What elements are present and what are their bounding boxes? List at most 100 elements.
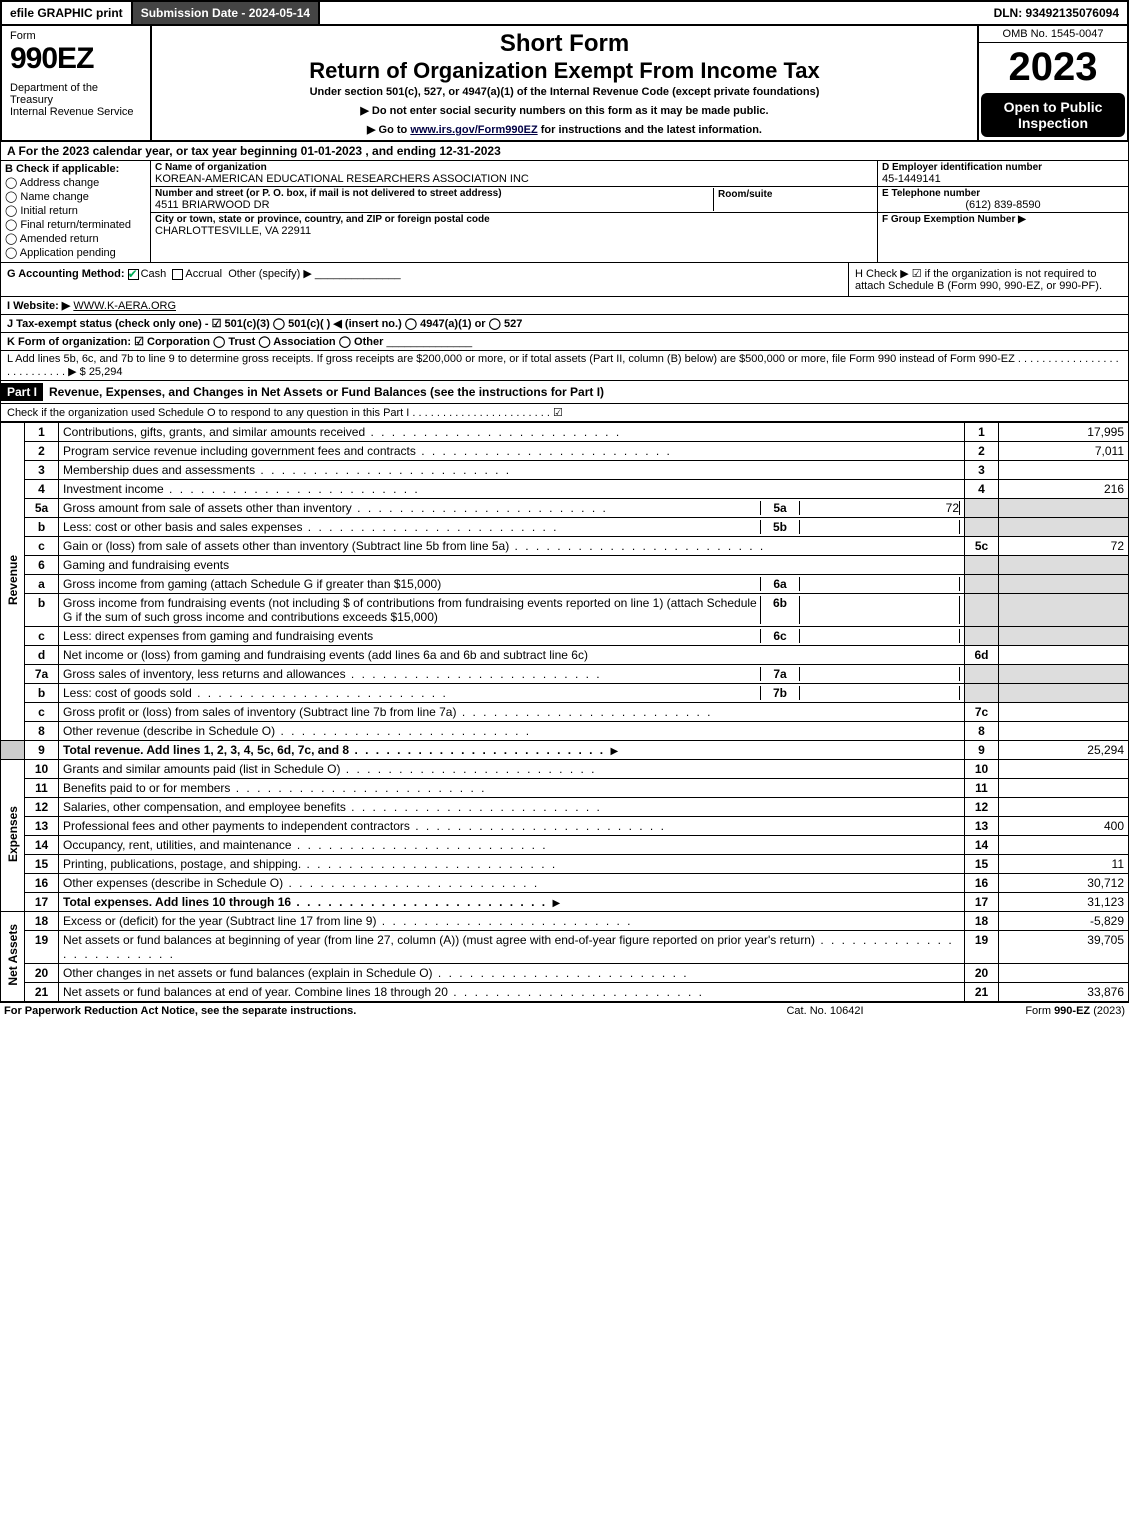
ln-8-r: 8 [965,722,999,741]
ln-6b-r [965,594,999,627]
return-title: Return of Organization Exempt From Incom… [160,58,969,84]
ln-5b-sub: 5b [760,520,800,534]
opt-initial: Initial return [20,205,77,217]
ln-7a-t: Gross sales of inventory, less returns a… [59,665,965,684]
lines-table: Revenue 1 Contributions, gifts, grants, … [0,422,1129,1002]
netassets-rot: Net Assets [6,924,20,986]
ln-21-a: 33,876 [999,983,1129,1002]
opt-pending: Application pending [20,247,116,259]
check-amended[interactable]: ◯ Amended return [5,232,146,245]
row-K: K Form of organization: ☑ Corporation ◯ … [0,333,1129,351]
ln-14-t: Occupancy, rent, utilities, and maintena… [59,836,965,855]
ln-7b-suba [800,686,960,700]
ln-5a-a [999,499,1129,518]
header-sub3: ▶ Go to www.irs.gov/Form990EZ for instru… [160,123,969,136]
form-word: Form [10,30,142,42]
ln-11-r: 11 [965,779,999,798]
ln-6a-t: Gross income from gaming (attach Schedul… [59,575,965,594]
ln-8-n: 8 [25,722,59,741]
ln-6d-a [999,646,1129,665]
ln-5a-t: Gross amount from sale of assets other t… [59,499,965,518]
form-number: 990EZ [10,42,142,76]
ln-15-r: 15 [965,855,999,874]
c-name: C Name of organization KOREAN-AMERICAN E… [151,161,877,187]
side-expenses: Expenses [1,760,25,912]
L-text: L Add lines 5b, 6c, and 7b to line 9 to … [7,353,1119,378]
ln-7a-n: 7a [25,665,59,684]
top-bar: efile GRAPHIC print Submission Date - 20… [0,0,1129,26]
check-cash[interactable] [128,269,139,280]
ln-5b-n: b [25,518,59,537]
side-netassets: Net Assets [1,912,25,1002]
ln-20-t: Other changes in net assets or fund bala… [59,964,965,983]
row-GH: G Accounting Method: Cash Accrual Other … [0,263,1129,297]
ln-3-a [999,461,1129,480]
ln-21-r: 21 [965,983,999,1002]
header-right: OMB No. 1545-0047 2023 Open to Public In… [977,26,1127,140]
ln-3-t: Membership dues and assessments [59,461,965,480]
header-mid: Short Form Return of Organization Exempt… [152,26,977,140]
H-text: H Check ▶ ☑ if the organization is not r… [855,268,1102,292]
ln-9-a: 25,294 [999,741,1129,760]
ln-13-r: 13 [965,817,999,836]
G-label: G Accounting Method: [7,268,128,280]
ln-5c-r: 5c [965,537,999,556]
arrow-icon [608,743,620,757]
ln-5a-r [965,499,999,518]
g-accrual: Accrual [185,268,222,280]
footer-left: For Paperwork Reduction Act Notice, see … [4,1005,725,1017]
ln-7b-r [965,684,999,703]
d-grp-label: F Group Exemption Number ▶ [882,214,1124,225]
dln: DLN: 93492135076094 [986,2,1127,24]
c-street-val: 4511 BRIARWOOD DR [155,199,713,211]
g-other: Other (specify) ▶ [228,268,312,280]
ln-17-t: Total expenses. Add lines 10 through 16 [59,893,965,912]
ln-2-t: Program service revenue including govern… [59,442,965,461]
check-accrual[interactable] [172,269,183,280]
ln-7b-a [999,684,1129,703]
goto-post: for instructions and the latest informat… [538,124,762,136]
K-text: K Form of organization: ☑ Corporation ◯ … [7,336,383,348]
d-grp: F Group Exemption Number ▶ [878,213,1128,226]
check-final-return[interactable]: ◯ Final return/terminated [5,218,146,231]
ln-7a-sub: 7a [760,667,800,681]
ln-5b-suba [800,520,960,534]
check-address-change[interactable]: ◯ Address change [5,176,146,189]
row-I: I Website: ▶ WWW.K-AERA.ORG [0,297,1129,315]
ln-7b-sub: 7b [760,686,800,700]
col-B: B Check if applicable: ◯ Address change … [1,161,151,262]
ln-17-n: 17 [25,893,59,912]
check-name-change[interactable]: ◯ Name change [5,190,146,203]
ln-2-r: 2 [965,442,999,461]
ln-16-t: Other expenses (describe in Schedule O) [59,874,965,893]
ln-11-n: 11 [25,779,59,798]
ln-21-n: 21 [25,983,59,1002]
ln-11-a [999,779,1129,798]
ln-6b-sub: 6b [760,596,800,624]
ln-16-r: 16 [965,874,999,893]
ln-19-n: 19 [25,931,59,964]
ln-2-n: 2 [25,442,59,461]
ln-16-n: 16 [25,874,59,893]
ln-2-a: 7,011 [999,442,1129,461]
open-to-public: Open to Public Inspection [981,93,1125,137]
ln-11-t: Benefits paid to or for members [59,779,965,798]
ln-6c-a [999,627,1129,646]
tax-year: 2023 [979,43,1127,91]
short-form: Short Form [160,30,969,58]
part-I-header: Part I Revenue, Expenses, and Changes in… [0,381,1129,404]
irs-link[interactable]: www.irs.gov/Form990EZ [410,124,537,136]
ln-6a-r [965,575,999,594]
ln-7c-n: c [25,703,59,722]
ln-6b-n: b [25,594,59,627]
omb-number: OMB No. 1545-0047 [979,26,1127,43]
check-initial-return[interactable]: ◯ Initial return [5,204,146,217]
ln-4-r: 4 [965,480,999,499]
ln-6b-a [999,594,1129,627]
check-application-pending[interactable]: ◯ Application pending [5,246,146,259]
ln-7a-r [965,665,999,684]
ln-9-r: 9 [965,741,999,760]
ln-6d-t: Net income or (loss) from gaming and fun… [59,646,965,665]
ln-12-n: 12 [25,798,59,817]
I-website[interactable]: WWW.K-AERA.ORG [73,300,176,312]
